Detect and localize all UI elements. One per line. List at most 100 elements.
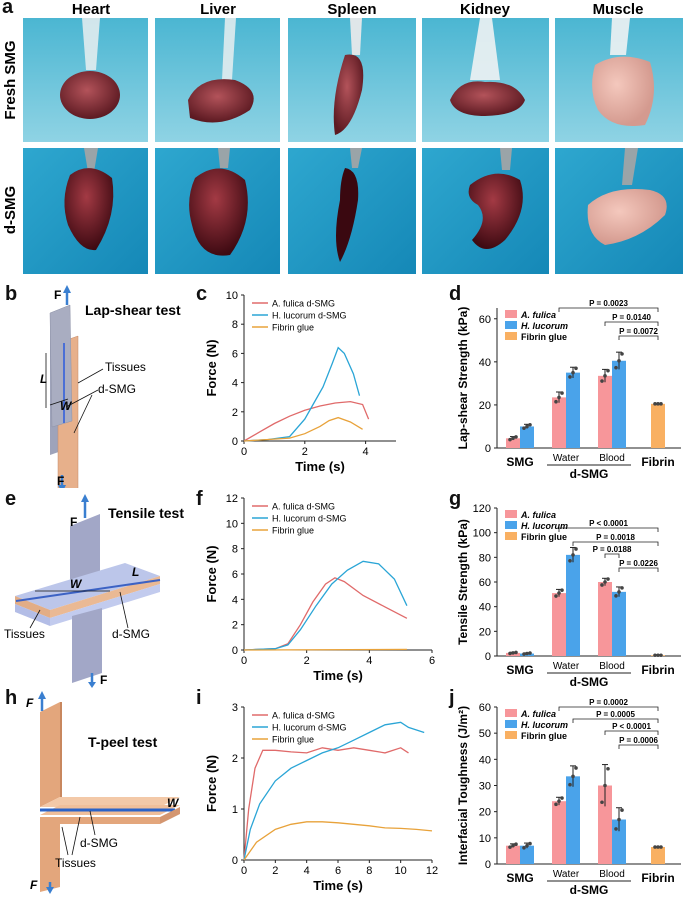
bar [612,591,626,656]
y-tick-label: 120 [473,503,491,515]
col-header-liver: Liver [200,1,236,18]
tpeel-dsmg-label: d-SMG [80,836,118,850]
data-point [606,766,610,771]
significance-bracket [558,527,659,532]
chart-c: 0 2 4 0 2 4 6 8 10 Time (s) Force (N) A. fulica d-S… [204,290,396,474]
x-tick-label: 10 [395,865,407,877]
y-tick-label: 2 [232,620,238,632]
chart-f: 0 2 4 6 0 2 4 6 8 10 12 Time (s) Force (N) A. fulica … [204,493,435,683]
legend-label: Fibrin glue [521,332,567,342]
p-value-label: P < 0.0001 [612,722,651,731]
y-tick-label: 0 [485,651,491,663]
data-point [525,651,529,656]
data-point [511,843,515,848]
p-value-label: P = 0.0023 [589,299,628,308]
panel-letter-h: h [5,687,18,709]
x-tick-label: 8 [366,865,372,877]
bar [566,554,580,656]
x-group-label: SMG [506,663,533,677]
data-point [560,796,564,800]
data-point [617,358,621,363]
data-point [659,653,663,658]
data-point [571,774,575,779]
legend-label: Fibrin glue [272,323,314,333]
x-tick-label: 4 [366,655,372,667]
y-tick-label: 0 [232,436,238,448]
panel-letter-g: g [449,488,462,510]
series-line [243,346,361,442]
data-point [514,650,518,655]
data-point [568,558,572,563]
data-point [522,426,526,430]
y-tick-label: 6 [232,569,238,581]
x-group-label: Blood [599,661,625,672]
x-tick-label: 4 [363,446,369,458]
y-tick-label: 2 [232,407,238,419]
lap-force-top-label: F [54,288,61,302]
data-point [656,402,660,406]
data-point [617,817,621,822]
significance-bracket [572,541,659,546]
series-line [243,577,408,651]
data-point [528,651,532,655]
data-point [571,553,575,557]
data-point [568,782,572,787]
y-axis-label: Force (N) [204,755,219,812]
series-line [243,400,370,442]
panel-letter-e: e [5,488,17,510]
p-value-label: P = 0.0188 [593,545,632,554]
series-line [243,821,433,861]
x-group-label: SMG [506,455,533,469]
data-point [620,808,624,812]
x-group-label: Fibrin [641,871,674,885]
tensile-dsmg-label: d-SMG [112,627,150,641]
y-tick-label: 3 [232,702,238,714]
significance-bracket [572,718,659,723]
data-point [606,368,610,373]
data-point [554,594,558,598]
x-axis-label: Time (s) [313,878,363,893]
legend-label: Fibrin glue [272,735,314,745]
y-tick-label: 60 [479,314,491,326]
data-point [525,843,529,848]
col-header-spleen: Spleen [327,1,376,18]
data-point [659,845,663,849]
bar [506,845,520,864]
y-tick-label: 100 [473,528,491,540]
panel-letter-a: a [2,0,14,18]
bar [520,845,534,864]
data-point [511,436,515,441]
x-axis-label: Time (s) [295,459,345,474]
bar [552,593,566,656]
significance-bracket [604,730,659,735]
tensile-schematic: F F Tensile test W L Tissues d-SMG [4,494,184,688]
p-value-label: P = 0.0072 [619,327,658,336]
y-tick-label: 60 [479,702,491,714]
lap-dsmg-label: d-SMG [98,382,136,396]
y-tick-label: 4 [232,378,238,390]
data-point [508,651,512,656]
photo-kidney-fresh [422,18,549,142]
col-header-muscle: Muscle [593,1,644,18]
significance-bracket [618,744,659,749]
p-value-label: P = 0.0006 [619,736,658,745]
p-value-label: P < 0.0001 [589,519,628,528]
chart-j: 0 10 20 30 40 50 60 Interfacial Toughness (J/m²… [456,698,681,897]
x-group-label: Fibrin [641,455,674,469]
data-point [511,651,515,655]
bar [552,397,566,448]
data-point [560,391,564,395]
legend-swatch [505,532,517,540]
significance-bracket [618,567,659,572]
row-header-dsmg: d-SMG [2,186,19,234]
series-line [243,560,408,651]
x-group-label: Fibrin [641,663,674,677]
tpeel-force-top-label: F [26,696,34,710]
y-tick-label: 0 [485,859,491,871]
y-axis-label: Force (N) [204,339,219,396]
y-tick-label: 12 [226,493,238,505]
data-point [606,577,610,581]
x-tick-label: 2 [304,655,310,667]
